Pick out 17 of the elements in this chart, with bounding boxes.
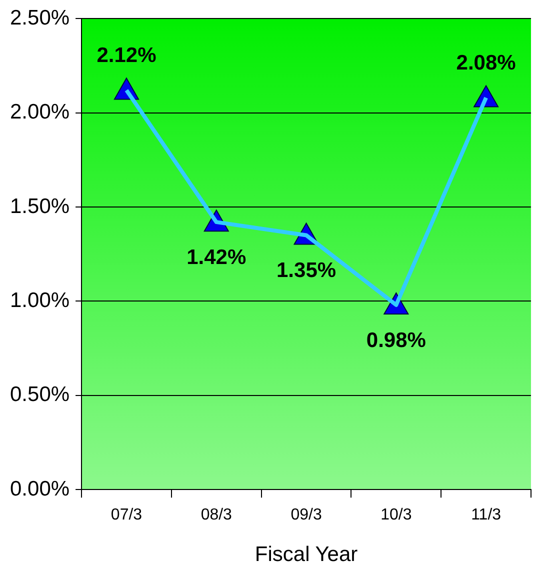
x-tick-label: 10/3: [380, 506, 412, 524]
y-tick-label: 2.00%: [10, 100, 70, 124]
y-tick-label: 2.50%: [10, 6, 70, 30]
x-tick-label: 11/3: [471, 506, 502, 524]
data-label: 2.12%: [96, 44, 157, 67]
x-axis-title: Fiscal Year: [254, 543, 358, 566]
y-tick-label: 0.00%: [10, 477, 70, 500]
x-tick-label: 08/3: [200, 506, 232, 524]
data-label: 1.35%: [276, 259, 336, 282]
x-tick-label: 07/3: [110, 506, 142, 524]
data-label: 0.98%: [366, 328, 426, 352]
x-tick-label: 09/3: [290, 506, 322, 524]
data-label: 2.08%: [456, 52, 516, 75]
y-tick-label: 0.50%: [10, 383, 70, 406]
y-tick-label: 1.00%: [10, 288, 70, 312]
y-tick-label: 1.50%: [10, 194, 70, 218]
data-label: 1.42%: [186, 246, 246, 269]
